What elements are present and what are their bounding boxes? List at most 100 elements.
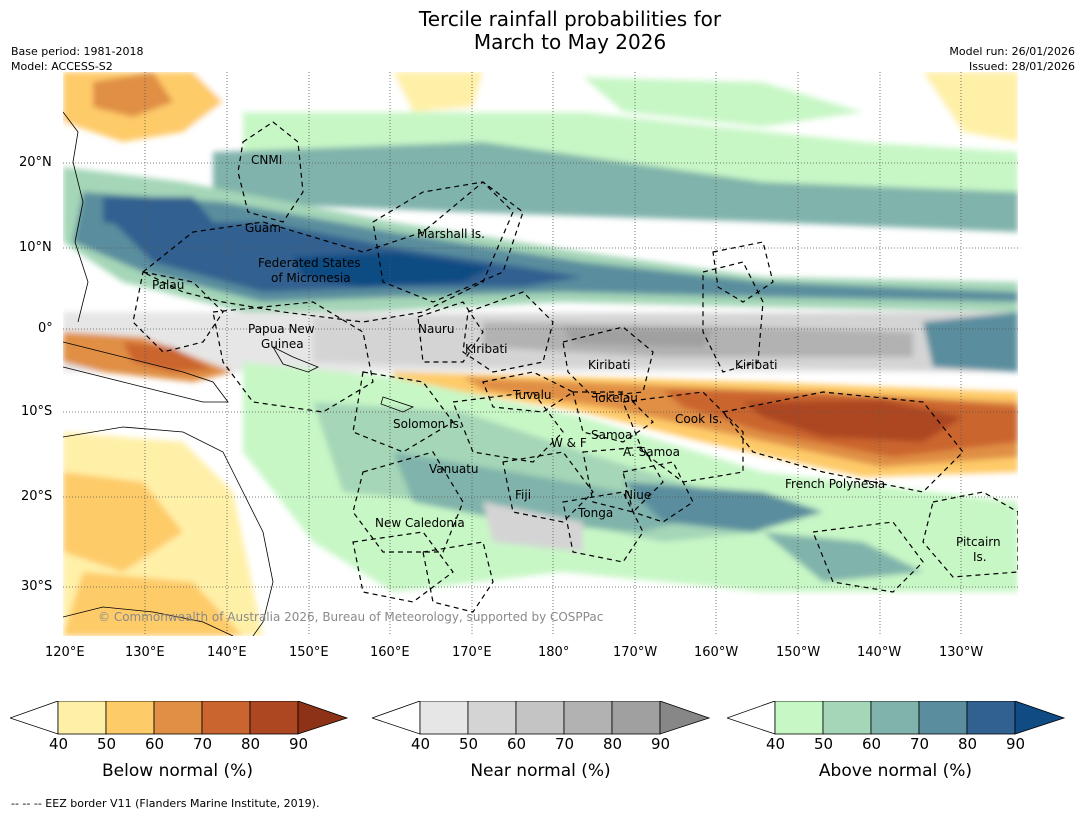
colorbar-near <box>370 700 712 739</box>
region-french-polynesia: French Polynesia <box>785 477 885 491</box>
region-nauru: Nauru <box>418 322 454 336</box>
cb-near-tick: 90 <box>651 735 671 753</box>
cb-near-min <box>370 700 421 735</box>
region-labels: CNMI Guam Marshall Is. Federated States … <box>152 153 1001 564</box>
region-solomon: Solomon Is. <box>393 417 463 431</box>
cb-below-tick: 60 <box>145 735 165 753</box>
cb-near-tick: 70 <box>555 735 575 753</box>
cb-below-4 <box>201 700 251 735</box>
cb-above-tick: 70 <box>910 735 930 753</box>
cb-above-tick: 60 <box>862 735 882 753</box>
region-samoa: Samoa <box>591 428 632 442</box>
cb-near-1 <box>419 700 469 735</box>
eez-footnote: -- -- -- EEZ border V11 (Flanders Marine… <box>11 797 320 810</box>
model-name: Model: ACCESS-S2 <box>11 60 113 73</box>
cb-near-label: Near normal (%) <box>470 761 611 781</box>
region-kiribati-west: Kiribati <box>465 342 507 356</box>
cb-below-5 <box>249 700 299 735</box>
coastlines <box>63 111 415 636</box>
lon-label: 120°E <box>45 645 85 660</box>
eez-borders <box>132 121 1018 613</box>
cb-near-tick: 40 <box>411 735 431 753</box>
cb-below-3 <box>153 700 203 735</box>
lon-label: 170°W <box>613 645 658 660</box>
region-vanuatu: Vanuatu <box>429 462 479 476</box>
cb-above-tick: 90 <box>1006 735 1026 753</box>
issued-date: Issued: 28/01/2026 <box>968 60 1075 73</box>
region-tonga: Tonga <box>577 506 613 520</box>
lon-label: 170°E <box>452 645 492 660</box>
base-period: Base period: 1981-2018 <box>11 45 144 58</box>
lon-label: 150°E <box>289 645 329 660</box>
region-png-1: Papua New <box>248 322 315 336</box>
map-title: Tercile rainfall probabilities for March… <box>0 8 1085 54</box>
region-pitcairn-2: Is. <box>973 550 987 564</box>
lon-label: 140°E <box>207 645 247 660</box>
cb-near-max <box>659 700 711 735</box>
lon-label: 180° <box>538 645 570 660</box>
cb-above-label: Above normal (%) <box>818 761 973 781</box>
region-kiribati-east: Kiribati <box>735 358 777 372</box>
cb-below-tick: 90 <box>289 735 309 753</box>
cb-below-label: Below normal (%) <box>102 761 253 781</box>
region-pitcairn-1: Pitcairn <box>956 535 1001 549</box>
cb-below-tick: 50 <box>97 735 117 753</box>
meta-right: Model run: 26/01/2026 Issued: 28/01/2026 <box>949 44 1075 74</box>
cb-near-tick: 60 <box>507 735 527 753</box>
colorbar-below <box>8 700 350 739</box>
region-guam: Guam <box>245 221 281 235</box>
lon-label: 160°E <box>370 645 410 660</box>
cb-above-5 <box>966 700 1016 735</box>
lon-label: 150°W <box>776 645 821 660</box>
colorbar-near-swatches <box>370 700 711 735</box>
region-palau: Palau <box>152 278 184 292</box>
cb-above-tick: 50 <box>814 735 834 753</box>
region-new-caledonia: New Caledonia <box>375 516 465 530</box>
region-fsm-2: of Micronesia <box>271 271 351 285</box>
region-a-samoa: A. Samoa <box>623 445 680 459</box>
region-cnmi: CNMI <box>251 153 282 167</box>
lat-label: 20°N <box>19 155 52 170</box>
title-line-2: March to May 2026 <box>473 30 667 54</box>
cb-below-tick: 70 <box>193 735 213 753</box>
cb-above-3 <box>870 700 920 735</box>
cb-below-tick: 40 <box>49 735 69 753</box>
region-cook: Cook Is. <box>675 412 722 426</box>
cb-below-max <box>297 700 349 735</box>
cb-near-5 <box>611 700 661 735</box>
lat-label: 20°S <box>21 489 53 504</box>
lat-label: 10°S <box>21 404 53 419</box>
cb-near-3 <box>515 700 565 735</box>
cb-above-4 <box>918 700 968 735</box>
region-kiribati-central: Kiribati <box>588 358 630 372</box>
cb-near-tick: 50 <box>459 735 479 753</box>
region-fsm-1: Federated States <box>258 256 360 270</box>
cb-below-2 <box>105 700 155 735</box>
forecast-map: CNMI Guam Marshall Is. Federated States … <box>63 72 1018 636</box>
colorbar-above <box>725 700 1067 739</box>
cb-below-min <box>8 700 59 735</box>
region-wf: W & F <box>551 436 587 450</box>
model-run: Model run: 26/01/2026 <box>949 45 1075 58</box>
cb-near-2 <box>467 700 517 735</box>
title-line-1: Tercile rainfall probabilities for <box>418 7 722 31</box>
colorbar-above-swatches <box>725 700 1066 735</box>
cb-above-1 <box>774 700 824 735</box>
copyright-credit: © Commonwealth of Australia 2026, Bureau… <box>98 610 603 624</box>
region-png-2: Guinea <box>261 337 304 351</box>
cb-below-1 <box>57 700 107 735</box>
cb-near-tick: 80 <box>603 735 623 753</box>
region-tuvalu: Tuvalu <box>512 388 552 402</box>
lon-label: 130°E <box>125 645 165 660</box>
colorbar-below-swatches <box>8 700 349 735</box>
cb-above-tick: 40 <box>766 735 786 753</box>
region-marshall: Marshall Is. <box>417 227 485 241</box>
region-tokelau: Tokelau <box>592 391 638 405</box>
meta-left: Base period: 1981-2018 Model: ACCESS-S2 <box>11 44 143 74</box>
cb-above-2 <box>822 700 872 735</box>
cb-above-max <box>1014 700 1066 735</box>
cb-near-4 <box>563 700 613 735</box>
graticule <box>63 72 1018 636</box>
lon-label: 160°W <box>694 645 739 660</box>
cb-below-tick: 80 <box>241 735 261 753</box>
